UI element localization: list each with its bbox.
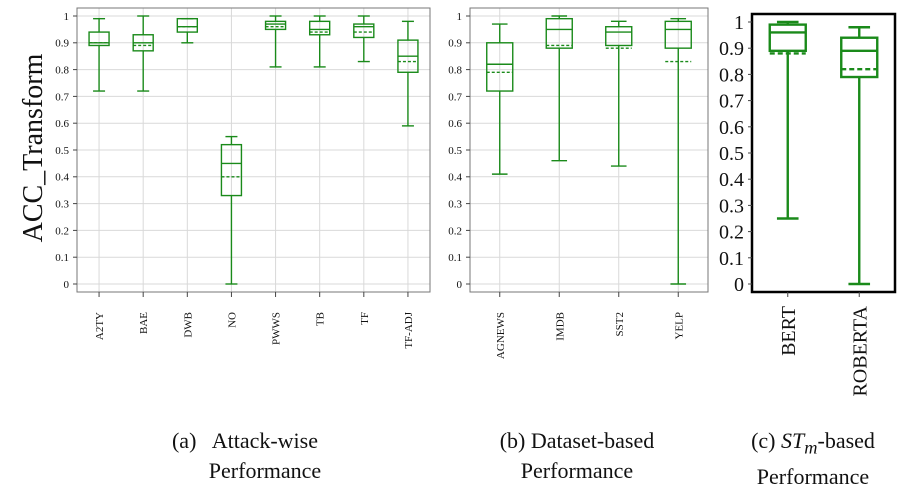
x-tick-label: BERT [778,306,800,356]
box-a2ty-iqr [88,31,110,47]
x-tick-label: SST2 [614,312,626,336]
box-bert-iqr [768,23,807,53]
panel-attack-wise: 0 0.1 0.2 0.3 0.4 0.5 0.6 0.7 0.8 0.9 1 A2TY BAE DWB N… [55,7,431,349]
x-tick-label: PWWS [271,312,283,345]
y-tick-label: 0 [64,279,70,291]
y-tick-label: 0.2 [448,225,462,237]
y-tick-label: 0.4 [719,169,744,191]
plot-frame [750,12,897,294]
y-tick-label: 1 [457,11,463,23]
y-tick-label: 0.9 [55,38,69,50]
x-tick-label: BAE [138,312,150,334]
y-tick-label: 0.6 [448,118,462,130]
caption-st: ST [781,428,805,453]
box-dwb-iqr [176,17,199,33]
box-tf-iqr [353,23,375,39]
y-tick-label: 0.3 [719,195,744,217]
y-tick-label: 0.1 [448,252,462,264]
y-tick-label: 0.1 [55,252,69,264]
caption-tag: (b) [499,428,526,453]
y-tick-label: 0.6 [55,118,69,130]
box-no-iqr [220,143,243,197]
y-axis-label: ACC_Transform [18,53,49,242]
box-tb-iqr [308,20,331,36]
caption-stm-based: (c) STm-based Performance [718,426,904,492]
y-tick-label: 0.9 [719,38,744,60]
caption-title: Attack-wise [211,428,318,453]
caption-title: Dataset-based [530,428,655,453]
y-tick-label: 0.9 [448,38,462,50]
caption-title: -based [817,428,875,453]
y-tick-label: 0.7 [719,91,744,113]
box-imdb-iqr [545,17,573,49]
y-tick-label: 0.7 [448,91,462,103]
caption-dataset-based: (b) Dataset-based Performance [452,426,702,486]
caption-subtitle: Performance [756,464,870,490]
x-tick-label: TF [359,312,371,325]
x-tick-label: NO [226,312,238,328]
x-tick-label: AGNEWS [495,312,507,359]
y-tick-label: 0.2 [719,222,744,244]
caption-subtitle: Performance [208,458,322,483]
y-tick-label: 0.8 [719,64,744,86]
y-tick-label: 0.5 [448,145,462,157]
panel-dataset-based: 0 0.1 0.2 0.3 0.4 0.5 0.6 0.7 0.8 0.9 1 AGNEWS IMDB S… [448,7,709,359]
y-tick-label: 0.8 [55,64,69,76]
box-yelp-iqr [664,20,692,49]
x-tick-label: A2TY [94,312,106,340]
caption-tag: (c) [751,428,776,453]
x-tick-label: IMDB [554,312,566,341]
caption-tag: (a) [171,428,197,453]
y-tick-label: 0.4 [55,172,69,184]
y-tick-label: 0 [457,279,463,291]
x-tick-label: DWB [182,312,194,338]
y-tick-label: 0.5 [55,145,69,157]
y-tick-label: 0.5 [719,143,744,165]
box-agnews-iqr [486,42,514,92]
y-tick-label: 0.3 [448,198,462,210]
y-tick-label: 0 [734,274,744,296]
caption-subtitle: Performance [520,458,634,483]
x-tick-label: ROBERTA [849,305,871,396]
y-tick-label: 0.6 [719,117,744,139]
y-tick-label: 0.4 [448,172,462,184]
y-tick-label: 1 [734,12,744,34]
caption-sub-m: m [804,437,818,458]
panel-stm-based: 0 0.1 0.2 0.3 0.4 0.5 0.6 0.7 0.8 0.9 1 BERT ROBERTA [719,12,897,397]
y-tick-label: 0.1 [719,248,744,270]
y-tick-label: 0.8 [448,64,462,76]
box-pwws-iqr [264,20,287,31]
y-tick-label: 0.7 [55,91,69,103]
box-roberta-iqr [840,36,879,79]
box-sst2-iqr [605,26,633,47]
y-tick-label: 0.2 [55,225,69,237]
x-tick-label: TB [315,312,327,326]
y-tick-label: 0.3 [55,198,69,210]
caption-attack-wise: (a) Attack-wise Performance [120,426,370,486]
x-tick-label: YELP [673,312,685,340]
x-tick-label: TF-ADJ [403,311,415,348]
y-tick-label: 1 [64,11,70,23]
